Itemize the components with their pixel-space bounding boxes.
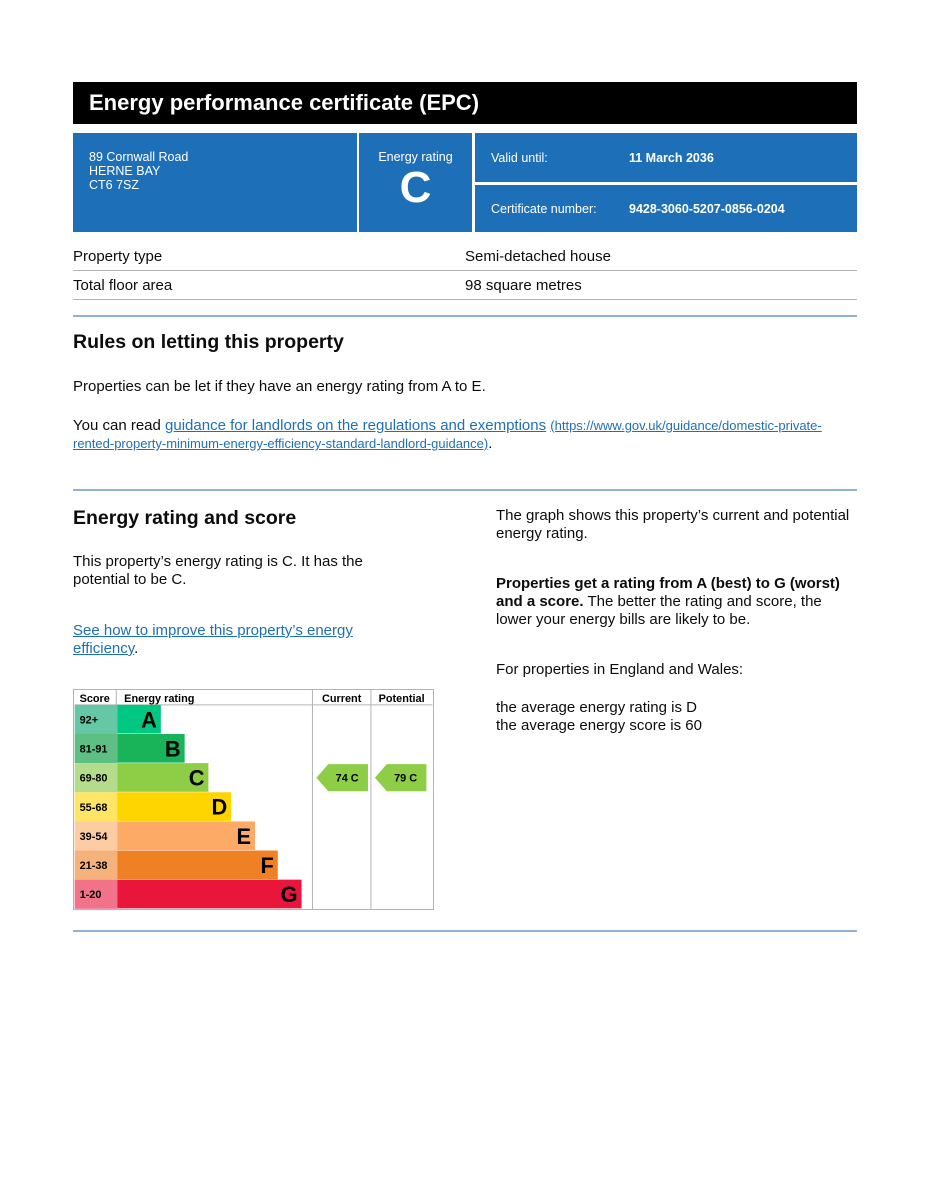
band-bar-G [117, 879, 302, 909]
letting-guidance-text: You can read guidance for landlords on t… [73, 417, 857, 453]
score-text: This property’s energy rating is C. It h… [73, 553, 363, 588]
score-range-A: 92+ [80, 714, 98, 726]
property-value: Semi-detached house [465, 247, 611, 265]
header-energy-rating: Energy rating [124, 693, 194, 705]
valid-until-label: Valid until: [491, 150, 548, 165]
band-bar-E [117, 821, 255, 851]
score-cell-C [74, 763, 118, 793]
certificate-number-value: 9428-3060-5207-0856-0204 [629, 201, 785, 216]
valid-until-value: 11 March 2036 [629, 150, 714, 165]
score-cell-B [74, 733, 118, 764]
band-letter-E: E [236, 824, 251, 849]
score-cell-E [74, 821, 118, 851]
header-potential: Potential [379, 693, 425, 705]
energy-rating-chart: Score Energy rating Current Potential 92+ A 81… [73, 689, 434, 910]
text: . [134, 640, 139, 657]
score-cell-D [74, 792, 118, 822]
address-line: CT6 7SZ [89, 178, 140, 192]
score-range-C: 69-80 [80, 773, 108, 785]
guidance-url-link[interactable]: (https://www.gov.uk/guidance/domestic-pr… [73, 418, 822, 451]
divider [73, 315, 857, 317]
address-line: HERNE BAY [89, 164, 161, 178]
improve-paragraph: See how to improve this property’s energ… [73, 622, 393, 658]
score-cell-A [74, 704, 118, 734]
score-range-F: 21-38 [80, 860, 108, 872]
band-letter-G: G [281, 882, 298, 907]
property-row: Property type Semi-detached house [73, 242, 857, 271]
text: You can read [73, 417, 166, 434]
header-score: Score [80, 693, 110, 705]
property-label: Total floor area [73, 276, 173, 294]
england-wales-text: For properties in England and Wales: [496, 661, 744, 678]
address-block: 89 Cornwall Road HERNE BAY CT6 7SZ [73, 133, 357, 232]
score-cell-F [74, 850, 118, 880]
header-current: Current [322, 693, 362, 705]
valid-until-cell: Valid until: 11 March 2036 [475, 133, 857, 182]
score-range-B: 81-91 [80, 744, 108, 756]
score-cell-G [74, 879, 118, 909]
letting-text: Properties can be let if they have an en… [73, 378, 486, 395]
certificate-number-cell: Certificate number: 9428-3060-5207-0856-… [475, 185, 857, 232]
letting-heading: Rules on letting this property [73, 331, 344, 353]
certificate-number-label: Certificate number: [491, 201, 597, 216]
average-rating-text: the average energy rating is D [496, 699, 697, 716]
page-title: Energy performance certificate (EPC) [73, 82, 857, 124]
score-range-E: 39-54 [80, 831, 108, 843]
property-row: Total floor area 98 square metres [73, 271, 857, 300]
rating-explanation: Properties get a rating from A (best) to… [496, 575, 858, 629]
text: The better the rating and score, the low… [496, 593, 822, 628]
divider [73, 930, 857, 932]
band-letter-D: D [211, 795, 227, 820]
band-letter-F: F [260, 853, 273, 878]
average-score-text: the average energy score is 60 [496, 717, 702, 734]
band-letter-A: A [141, 707, 157, 732]
bold-text: Properties get a rating from A (best) to… [496, 575, 840, 610]
graph-explanation: The graph shows this property’s current … [496, 507, 850, 542]
text: . [488, 435, 493, 452]
energy-rating-label: Energy rating [378, 150, 453, 164]
energy-rating-value: C [399, 163, 432, 212]
potential-rating-arrow [374, 764, 427, 792]
improve-link[interactable]: See how to improve this property’s energ… [73, 622, 353, 657]
potential-rating-label: 79 C [394, 773, 417, 785]
band-letter-B: B [165, 736, 181, 761]
current-rating-arrow [316, 764, 368, 792]
current-rating-label: 74 C [336, 773, 359, 785]
score-heading: Energy rating and score [73, 507, 297, 529]
band-bar-A [117, 704, 161, 734]
energy-rating-block: Energy rating C [359, 133, 472, 232]
score-range-D: 55-68 [80, 802, 108, 814]
guidance-link[interactable]: guidance for landlords on the regulation… [165, 417, 547, 434]
property-value: 98 square metres [465, 276, 582, 294]
score-range-G: 1-20 [80, 889, 102, 901]
property-label: Property type [73, 247, 163, 265]
band-bar-D [117, 792, 232, 821]
band-bar-C [117, 763, 209, 792]
band-bar-B [117, 733, 185, 763]
divider [73, 489, 857, 491]
band-bar-F [117, 850, 278, 880]
address-line: 89 Cornwall Road [89, 150, 189, 164]
band-letter-C: C [189, 766, 205, 791]
